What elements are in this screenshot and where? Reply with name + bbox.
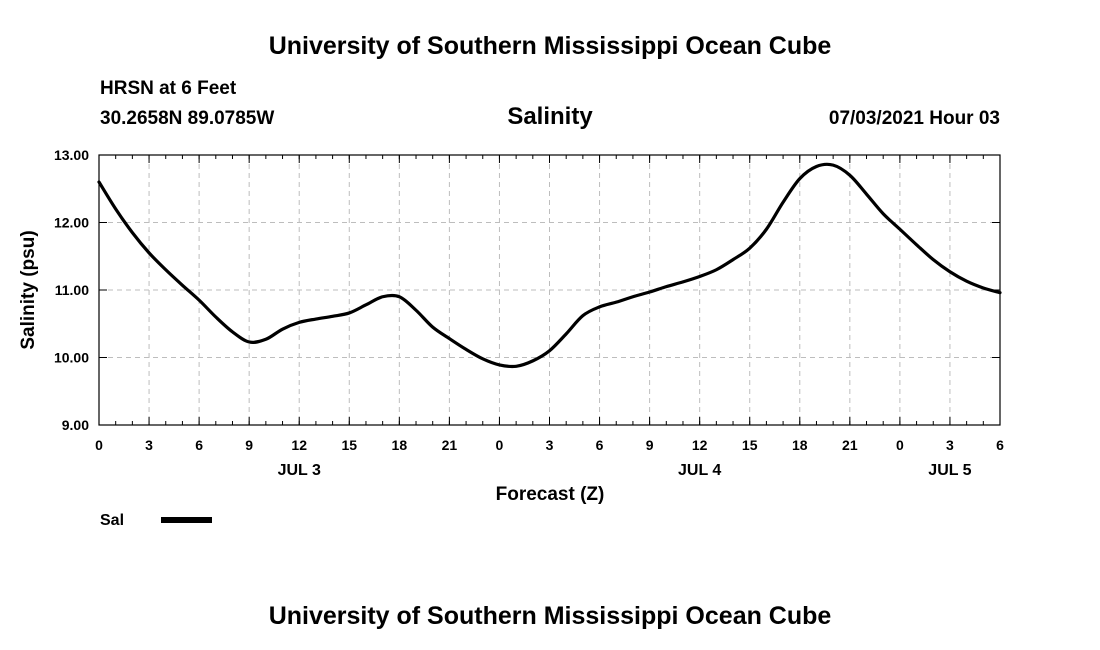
series-lines bbox=[97, 162, 1002, 369]
x-tick-label: 3 bbox=[145, 437, 153, 453]
x-tick-label: 9 bbox=[245, 437, 253, 453]
x-tick-label: 12 bbox=[291, 437, 307, 453]
x-tick-label: 0 bbox=[496, 437, 504, 453]
x-tick-label: 18 bbox=[792, 437, 808, 453]
x-tick-label: 0 bbox=[896, 437, 904, 453]
chart-title: Salinity bbox=[507, 103, 593, 130]
date-label: 07/03/2021 Hour 03 bbox=[829, 108, 1000, 129]
x-tick-label: 12 bbox=[692, 437, 708, 453]
station-label: HRSN at 6 Feet bbox=[100, 78, 237, 99]
day-label: JUL 3 bbox=[278, 462, 321, 479]
axis-ticks bbox=[98, 154, 1001, 426]
y-tick-label: 13.00 bbox=[54, 147, 89, 163]
y-tick-label: 10.00 bbox=[54, 350, 89, 366]
x-tick-label: 21 bbox=[842, 437, 858, 453]
x-tick-label: 9 bbox=[646, 437, 654, 453]
x-tick-label: 3 bbox=[946, 437, 954, 453]
footer-title: University of Southern Mississippi Ocean… bbox=[269, 602, 832, 630]
series-line-sal bbox=[97, 162, 1002, 369]
day-labels: JUL 3 JUL 4 JUL 5 bbox=[278, 462, 972, 479]
x-tick-label: 3 bbox=[546, 437, 554, 453]
x-tick-label: 0 bbox=[95, 437, 103, 453]
y-tick-labels: 9.00 10.00 11.00 12.00 13.00 bbox=[54, 147, 89, 433]
y-tick-label: 12.00 bbox=[54, 215, 89, 231]
y-tick-label: 9.00 bbox=[62, 417, 89, 433]
x-tick-label: 6 bbox=[996, 437, 1004, 453]
y-tick-label: 11.00 bbox=[55, 282, 89, 298]
legend-label: Sal bbox=[100, 512, 124, 529]
x-tick-label: 6 bbox=[195, 437, 203, 453]
day-label: JUL 4 bbox=[678, 462, 721, 479]
x-tick-label: 21 bbox=[442, 437, 458, 453]
legend: Sal bbox=[100, 512, 212, 529]
x-tick-label: 15 bbox=[742, 437, 758, 453]
day-label: JUL 5 bbox=[928, 462, 971, 479]
coordinates-label: 30.2658N 89.0785W bbox=[100, 108, 274, 129]
x-tick-labels: 0 3 6 9 12 15 18 21 0 3 6 9 12 15 18 21 0 3 6 bbox=[95, 437, 1004, 453]
x-tick-label: 6 bbox=[596, 437, 604, 453]
x-tick-label: 18 bbox=[392, 437, 408, 453]
page-title: University of Southern Mississippi Ocean… bbox=[269, 32, 832, 60]
y-axis-label: Salinity (psu) bbox=[18, 230, 39, 349]
x-tick-label: 15 bbox=[341, 437, 357, 453]
x-axis-label: Forecast (Z) bbox=[496, 484, 605, 505]
grid bbox=[99, 155, 1000, 425]
